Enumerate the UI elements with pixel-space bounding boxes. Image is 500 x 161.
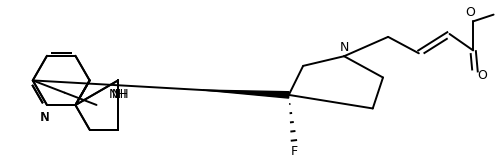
- Text: N: N: [40, 111, 49, 124]
- Text: O: O: [478, 69, 488, 82]
- Text: N: N: [340, 41, 349, 54]
- Text: F: F: [290, 145, 298, 158]
- Text: N: N: [40, 111, 50, 124]
- Text: O: O: [466, 6, 475, 19]
- Text: NH: NH: [108, 88, 128, 101]
- Text: NH: NH: [112, 88, 130, 101]
- Polygon shape: [204, 90, 289, 98]
